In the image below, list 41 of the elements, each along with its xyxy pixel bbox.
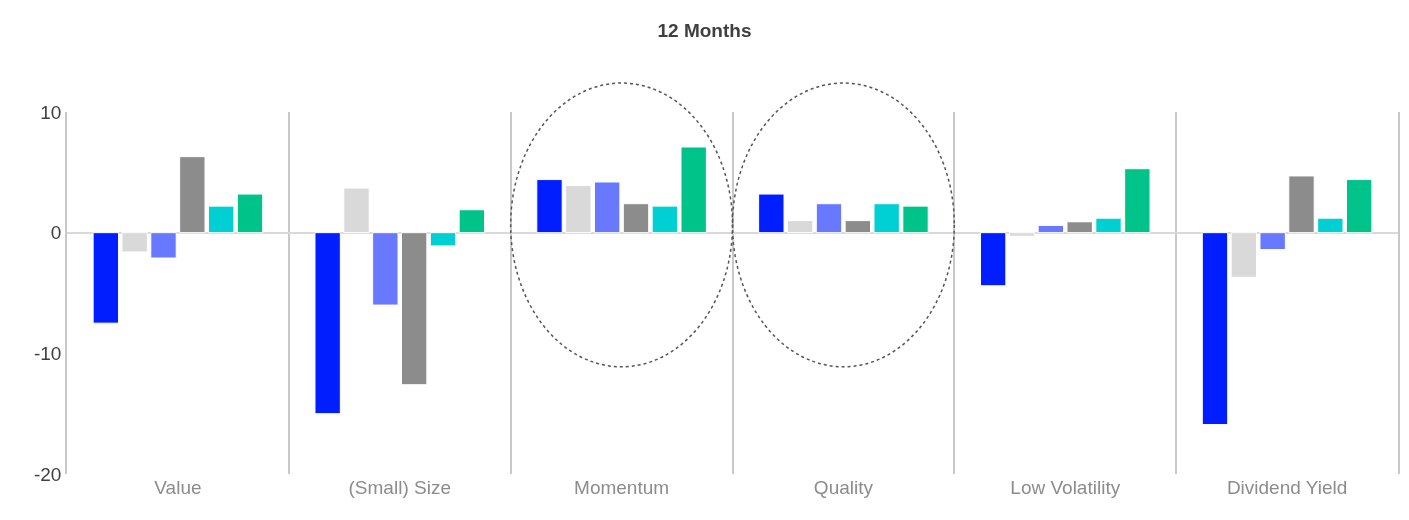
bar <box>429 232 457 247</box>
bar <box>179 156 206 234</box>
bar <box>902 205 929 234</box>
bar <box>1259 232 1286 251</box>
bar <box>207 205 235 234</box>
y-tick-label: 10 <box>40 101 62 123</box>
bar <box>758 193 785 234</box>
bar <box>651 205 679 234</box>
bar <box>1288 175 1315 234</box>
bar <box>1095 217 1122 234</box>
bar <box>1201 232 1229 426</box>
bar <box>593 181 621 234</box>
bar <box>622 203 650 234</box>
bar <box>536 179 563 234</box>
x-tick-label: Low Volatility <box>1010 477 1121 498</box>
y-tick-label: 0 <box>50 222 62 244</box>
bar <box>1345 179 1373 234</box>
bar <box>1066 221 1093 234</box>
bar <box>844 220 872 234</box>
bar <box>680 146 707 234</box>
bar <box>236 193 264 234</box>
bar <box>400 232 428 386</box>
x-tick-label: Value <box>154 477 202 498</box>
bar <box>979 232 1007 287</box>
bar <box>1124 168 1151 234</box>
y-tick-label: -20 <box>33 463 62 485</box>
chart-title: 12 Months <box>657 19 752 41</box>
bar <box>815 203 843 234</box>
bar <box>873 203 900 234</box>
x-tick-label: Momentum <box>574 477 670 498</box>
bar <box>150 232 177 259</box>
bar <box>92 232 120 324</box>
bar <box>1037 224 1065 234</box>
x-tick-label: Dividend Yield <box>1226 477 1348 498</box>
bar <box>458 209 486 234</box>
x-tick-label: Quality <box>813 477 874 498</box>
x-tick-label: (Small) Size <box>348 477 451 498</box>
bar <box>372 232 399 306</box>
y-tick-label: -10 <box>33 342 62 364</box>
bar <box>1317 217 1344 234</box>
bar <box>314 232 341 415</box>
